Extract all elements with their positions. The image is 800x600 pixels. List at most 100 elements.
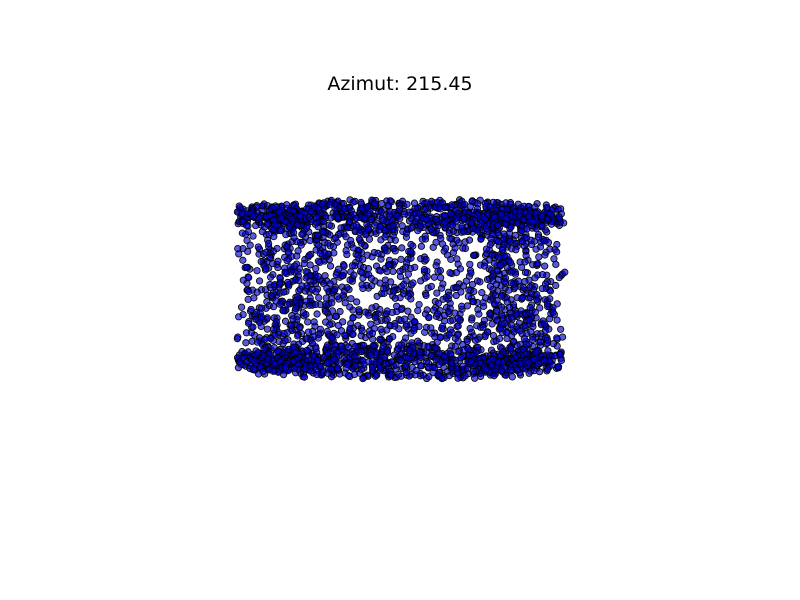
- scatter-point: [495, 253, 503, 261]
- scatter-point: [313, 370, 321, 379]
- scatter-point: [521, 268, 530, 277]
- scatter-point: [352, 342, 360, 351]
- scatter-point: [429, 369, 437, 377]
- points-layer: [233, 196, 569, 383]
- scatter-point: [424, 342, 432, 350]
- scatter-point: [445, 291, 453, 300]
- scatter-point: [535, 253, 543, 261]
- scatter-point: [454, 322, 462, 330]
- scatter-point: [526, 309, 534, 317]
- scatter-point: [411, 317, 419, 326]
- scatter-point: [477, 235, 485, 243]
- scatter-point: [303, 346, 311, 354]
- scatter-point: [545, 325, 553, 333]
- scatter-point: [368, 304, 376, 312]
- scatter-point: [540, 237, 548, 245]
- scatter-point: [480, 262, 489, 270]
- scatter-point: [269, 367, 277, 375]
- scatter-point: [433, 289, 441, 297]
- scatter-point: [371, 313, 379, 322]
- scatter-point: [497, 367, 505, 375]
- scatter-point: [434, 299, 442, 307]
- scatter-point: [317, 362, 325, 371]
- scatter-point: [454, 369, 462, 377]
- scatter-point: [398, 222, 406, 230]
- scatter-point: [343, 360, 351, 369]
- scatter-point: [287, 321, 295, 329]
- scatter-point: [263, 314, 271, 322]
- scatter-point: [490, 372, 498, 380]
- scatter-point: [510, 337, 518, 346]
- scatter-point: [306, 301, 314, 309]
- scatter-point: [521, 258, 529, 266]
- scatter-point: [448, 359, 456, 367]
- scatter-point: [498, 292, 506, 300]
- scatter-point: [342, 233, 350, 241]
- scatter-point: [502, 371, 510, 379]
- scatter-point: [358, 327, 366, 335]
- scatter-point: [319, 229, 327, 237]
- scatter-point: [287, 268, 295, 276]
- scatter-point: [541, 251, 549, 259]
- scatter-point: [540, 320, 549, 328]
- scatter-point: [261, 335, 269, 344]
- scatter-point: [528, 218, 537, 226]
- scatter-point: [245, 274, 253, 282]
- scatter-point: [476, 372, 485, 381]
- scatter-point: [275, 208, 283, 216]
- scatter-point: [451, 309, 459, 317]
- scatter-point: [543, 215, 552, 223]
- scatter-point: [395, 325, 403, 333]
- scatter-point: [459, 244, 467, 252]
- scatter-point: [401, 210, 409, 218]
- scatter-point: [354, 251, 362, 259]
- scatter-point: [396, 205, 404, 213]
- scatter-point: [468, 316, 476, 324]
- scatter-point: [458, 302, 466, 310]
- scatter-point: [438, 375, 446, 383]
- scatter-point: [553, 334, 561, 342]
- scatter-point: [341, 299, 349, 307]
- scatter-point: [358, 205, 367, 213]
- scatter-point: [506, 237, 514, 245]
- scatter-point: [295, 277, 303, 285]
- scatter-point: [346, 303, 354, 311]
- scatter-point: [513, 366, 521, 374]
- scatter-point: [429, 243, 437, 251]
- scatter-point: [467, 358, 475, 366]
- scatter-point: [554, 363, 563, 371]
- scatter-point: [507, 268, 515, 276]
- scatter-point: [512, 246, 520, 254]
- scatter-point: [270, 233, 278, 241]
- scatter-point: [546, 287, 555, 295]
- scatter-point: [296, 212, 304, 220]
- scatter-point: [413, 214, 421, 222]
- scatter-point: [389, 287, 398, 295]
- scatter-point: [315, 294, 323, 302]
- scatter-point: [507, 366, 515, 374]
- scatter-point: [369, 335, 377, 343]
- scatter-point: [505, 286, 513, 294]
- scatter-point: [422, 255, 430, 264]
- scatter-point: [338, 342, 346, 350]
- scatter-point: [547, 220, 556, 228]
- scatter-point: [358, 269, 366, 277]
- scatter-point: [475, 310, 483, 318]
- scatter-point: [466, 260, 474, 268]
- scatter-point: [549, 340, 557, 348]
- scatter-point: [352, 361, 360, 369]
- scatter-point: [289, 315, 297, 323]
- scatter-point: [427, 225, 435, 233]
- scatter-point: [506, 258, 515, 267]
- scatter-point: [507, 223, 515, 231]
- scatter-point: [471, 374, 479, 382]
- scatter-point: [531, 348, 540, 357]
- scatter-point: [314, 257, 322, 265]
- scatter-point: [415, 300, 423, 309]
- scatter-point: [451, 244, 459, 252]
- scatter-point: [253, 267, 261, 275]
- scatter-point: [316, 249, 324, 258]
- scatter-point: [402, 361, 410, 370]
- scatter-point: [400, 280, 408, 288]
- scatter-point: [321, 307, 330, 315]
